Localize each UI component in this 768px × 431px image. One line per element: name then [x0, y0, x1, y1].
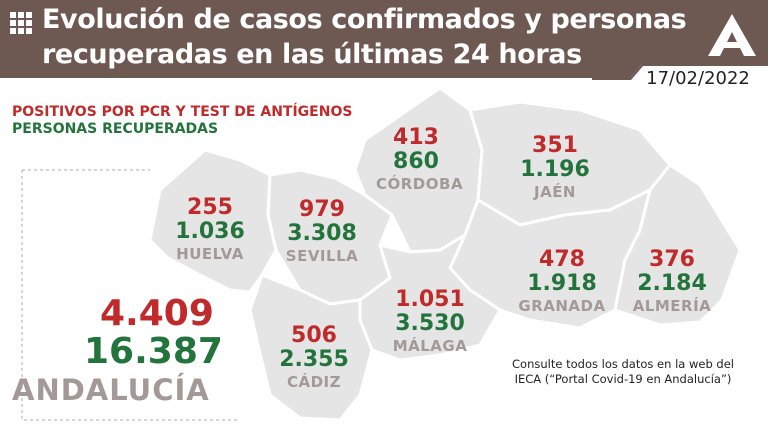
- province-recovered: 1.918: [527, 271, 597, 296]
- province-cordoba: 413 860 CÓRDOBA: [376, 125, 464, 194]
- province-cadiz: 506 2.355 CÁDIZ: [266, 324, 362, 392]
- province-positives: 506: [291, 323, 337, 348]
- province-positives: 478: [539, 247, 585, 272]
- province-positives: 1.051: [395, 287, 465, 312]
- province-positives: 376: [649, 247, 695, 272]
- province-jaen: 351 1.196 JAÉN: [510, 134, 600, 202]
- province-recovered: 3.530: [395, 311, 465, 336]
- province-malaga: 1.051 3.530 MÁLAGA: [384, 288, 476, 356]
- page-title: Evolución de casos confirmados y persona…: [42, 2, 687, 72]
- province-name: CÓRDOBA: [376, 175, 464, 193]
- date-strip: [592, 64, 768, 94]
- province-recovered: 1.196: [520, 157, 590, 182]
- province-name: JAÉN: [534, 183, 576, 201]
- province-positives: 351: [532, 133, 578, 158]
- total-recovered: 16.387: [84, 331, 223, 372]
- province-granada: 478 1.918 GRANADA: [514, 248, 610, 316]
- consult-note-line2: IECA (“Portal Covid-19 en Andalucía”): [514, 372, 732, 386]
- province-sevilla: 979 3.308 SEVILLA: [282, 198, 362, 266]
- province-name: SEVILLA: [285, 247, 359, 265]
- province-positives: 979: [299, 197, 345, 222]
- date-label: 17/02/2022: [646, 68, 750, 89]
- province-recovered: 1.036: [175, 219, 245, 244]
- legend-positives: POSITIVOS POR PCR Y TEST DE ANTÍGENOS: [12, 104, 353, 120]
- grid-icon: [10, 12, 32, 34]
- map-region-cadiz: [248, 273, 374, 422]
- legend-recovered: PERSONAS RECUPERADAS: [12, 121, 219, 137]
- map-region-almeria: [613, 163, 742, 327]
- province-recovered: 3.308: [287, 221, 357, 246]
- province-name: MÁLAGA: [392, 337, 468, 355]
- province-name: GRANADA: [518, 297, 606, 315]
- province-huelva: 255 1.036 HUELVA: [170, 196, 250, 264]
- province-recovered: 2.355: [279, 347, 349, 372]
- province-recovered: 860: [393, 149, 439, 174]
- province-almeria: 376 2.184 ALMERÍA: [624, 248, 720, 316]
- total-region-name: ANDALUCÍA: [12, 373, 210, 407]
- province-name: CÁDIZ: [286, 373, 342, 391]
- province-name: HUELVA: [176, 245, 244, 263]
- header-bar: Evolución de casos confirmados y persona…: [0, 0, 768, 78]
- province-positives: 413: [393, 125, 439, 150]
- page-title-line2: recuperadas en las últimas 24 horas: [42, 39, 582, 70]
- junta-andalucia-logo-icon: [708, 14, 756, 56]
- province-recovered: 2.184: [637, 271, 707, 296]
- page-title-line1: Evolución de casos confirmados y persona…: [42, 4, 687, 35]
- province-name: ALMERÍA: [632, 297, 712, 315]
- consult-note: Consulte todos los datos en la web del I…: [508, 357, 738, 387]
- consult-note-line1: Consulte todos los datos en la web del: [512, 357, 734, 371]
- province-positives: 255: [187, 195, 233, 220]
- total-positives: 4.409: [100, 293, 214, 334]
